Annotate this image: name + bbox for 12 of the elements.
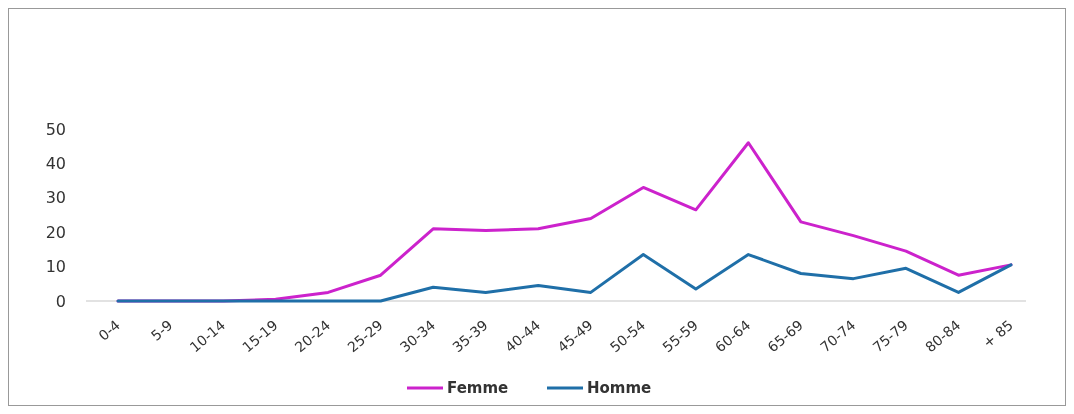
x-tick-label: 0-4 — [95, 316, 124, 344]
y-tick-label: 30 — [45, 188, 66, 208]
y-tick-label: 20 — [45, 222, 66, 242]
y-tick-label: 0 — [55, 291, 66, 311]
legend-label: Femme — [447, 379, 509, 398]
y-tick-label: 10 — [45, 257, 66, 277]
x-tick-label: 5-9 — [147, 316, 176, 344]
y-tick-label: 40 — [45, 154, 66, 173]
y-tick-label: 50 — [45, 119, 66, 139]
legend-label: Homme — [587, 379, 652, 398]
line-series — [116, 253, 1013, 303]
x-tick-label: + 85 — [979, 316, 1017, 351]
